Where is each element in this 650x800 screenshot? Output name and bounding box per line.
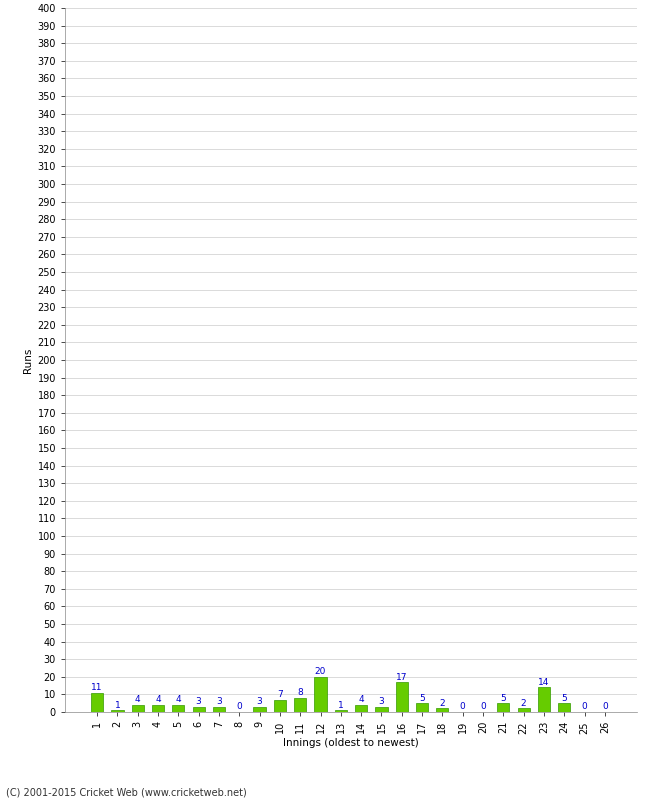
Text: 3: 3	[257, 697, 263, 706]
Text: 3: 3	[216, 697, 222, 706]
Bar	[335, 710, 347, 712]
Text: 2: 2	[439, 699, 445, 708]
Text: 0: 0	[460, 702, 465, 711]
Bar	[213, 706, 225, 712]
Bar	[517, 709, 530, 712]
Bar	[416, 703, 428, 712]
Bar	[192, 706, 205, 712]
Bar	[152, 705, 164, 712]
Bar	[436, 709, 448, 712]
Text: 0: 0	[237, 702, 242, 711]
Bar	[538, 687, 550, 712]
Text: 17: 17	[396, 673, 408, 682]
Bar	[294, 698, 306, 712]
Text: 1: 1	[114, 701, 120, 710]
Text: 3: 3	[378, 697, 384, 706]
Text: 5: 5	[562, 694, 567, 702]
Bar	[375, 706, 387, 712]
Bar	[131, 705, 144, 712]
X-axis label: Innings (oldest to newest): Innings (oldest to newest)	[283, 738, 419, 748]
Text: (C) 2001-2015 Cricket Web (www.cricketweb.net): (C) 2001-2015 Cricket Web (www.cricketwe…	[6, 787, 247, 798]
Text: 5: 5	[419, 694, 425, 702]
Text: 5: 5	[500, 694, 506, 702]
Bar	[355, 705, 367, 712]
Text: 0: 0	[602, 702, 608, 711]
Text: 4: 4	[358, 695, 364, 705]
Bar	[558, 703, 570, 712]
Bar	[497, 703, 510, 712]
Text: 0: 0	[480, 702, 486, 711]
Text: 4: 4	[135, 695, 140, 705]
Bar	[396, 682, 408, 712]
Y-axis label: Runs: Runs	[23, 347, 33, 373]
Bar	[91, 693, 103, 712]
Text: 20: 20	[315, 667, 326, 676]
Text: 14: 14	[538, 678, 550, 687]
Bar	[172, 705, 185, 712]
Bar	[111, 710, 124, 712]
Text: 4: 4	[176, 695, 181, 705]
Bar	[274, 700, 286, 712]
Bar	[315, 677, 326, 712]
Text: 8: 8	[297, 688, 303, 698]
Text: 0: 0	[582, 702, 588, 711]
Text: 2: 2	[521, 699, 526, 708]
Text: 4: 4	[155, 695, 161, 705]
Text: 11: 11	[92, 683, 103, 692]
Text: 1: 1	[338, 701, 344, 710]
Bar	[254, 706, 266, 712]
Text: 3: 3	[196, 697, 202, 706]
Text: 7: 7	[277, 690, 283, 699]
